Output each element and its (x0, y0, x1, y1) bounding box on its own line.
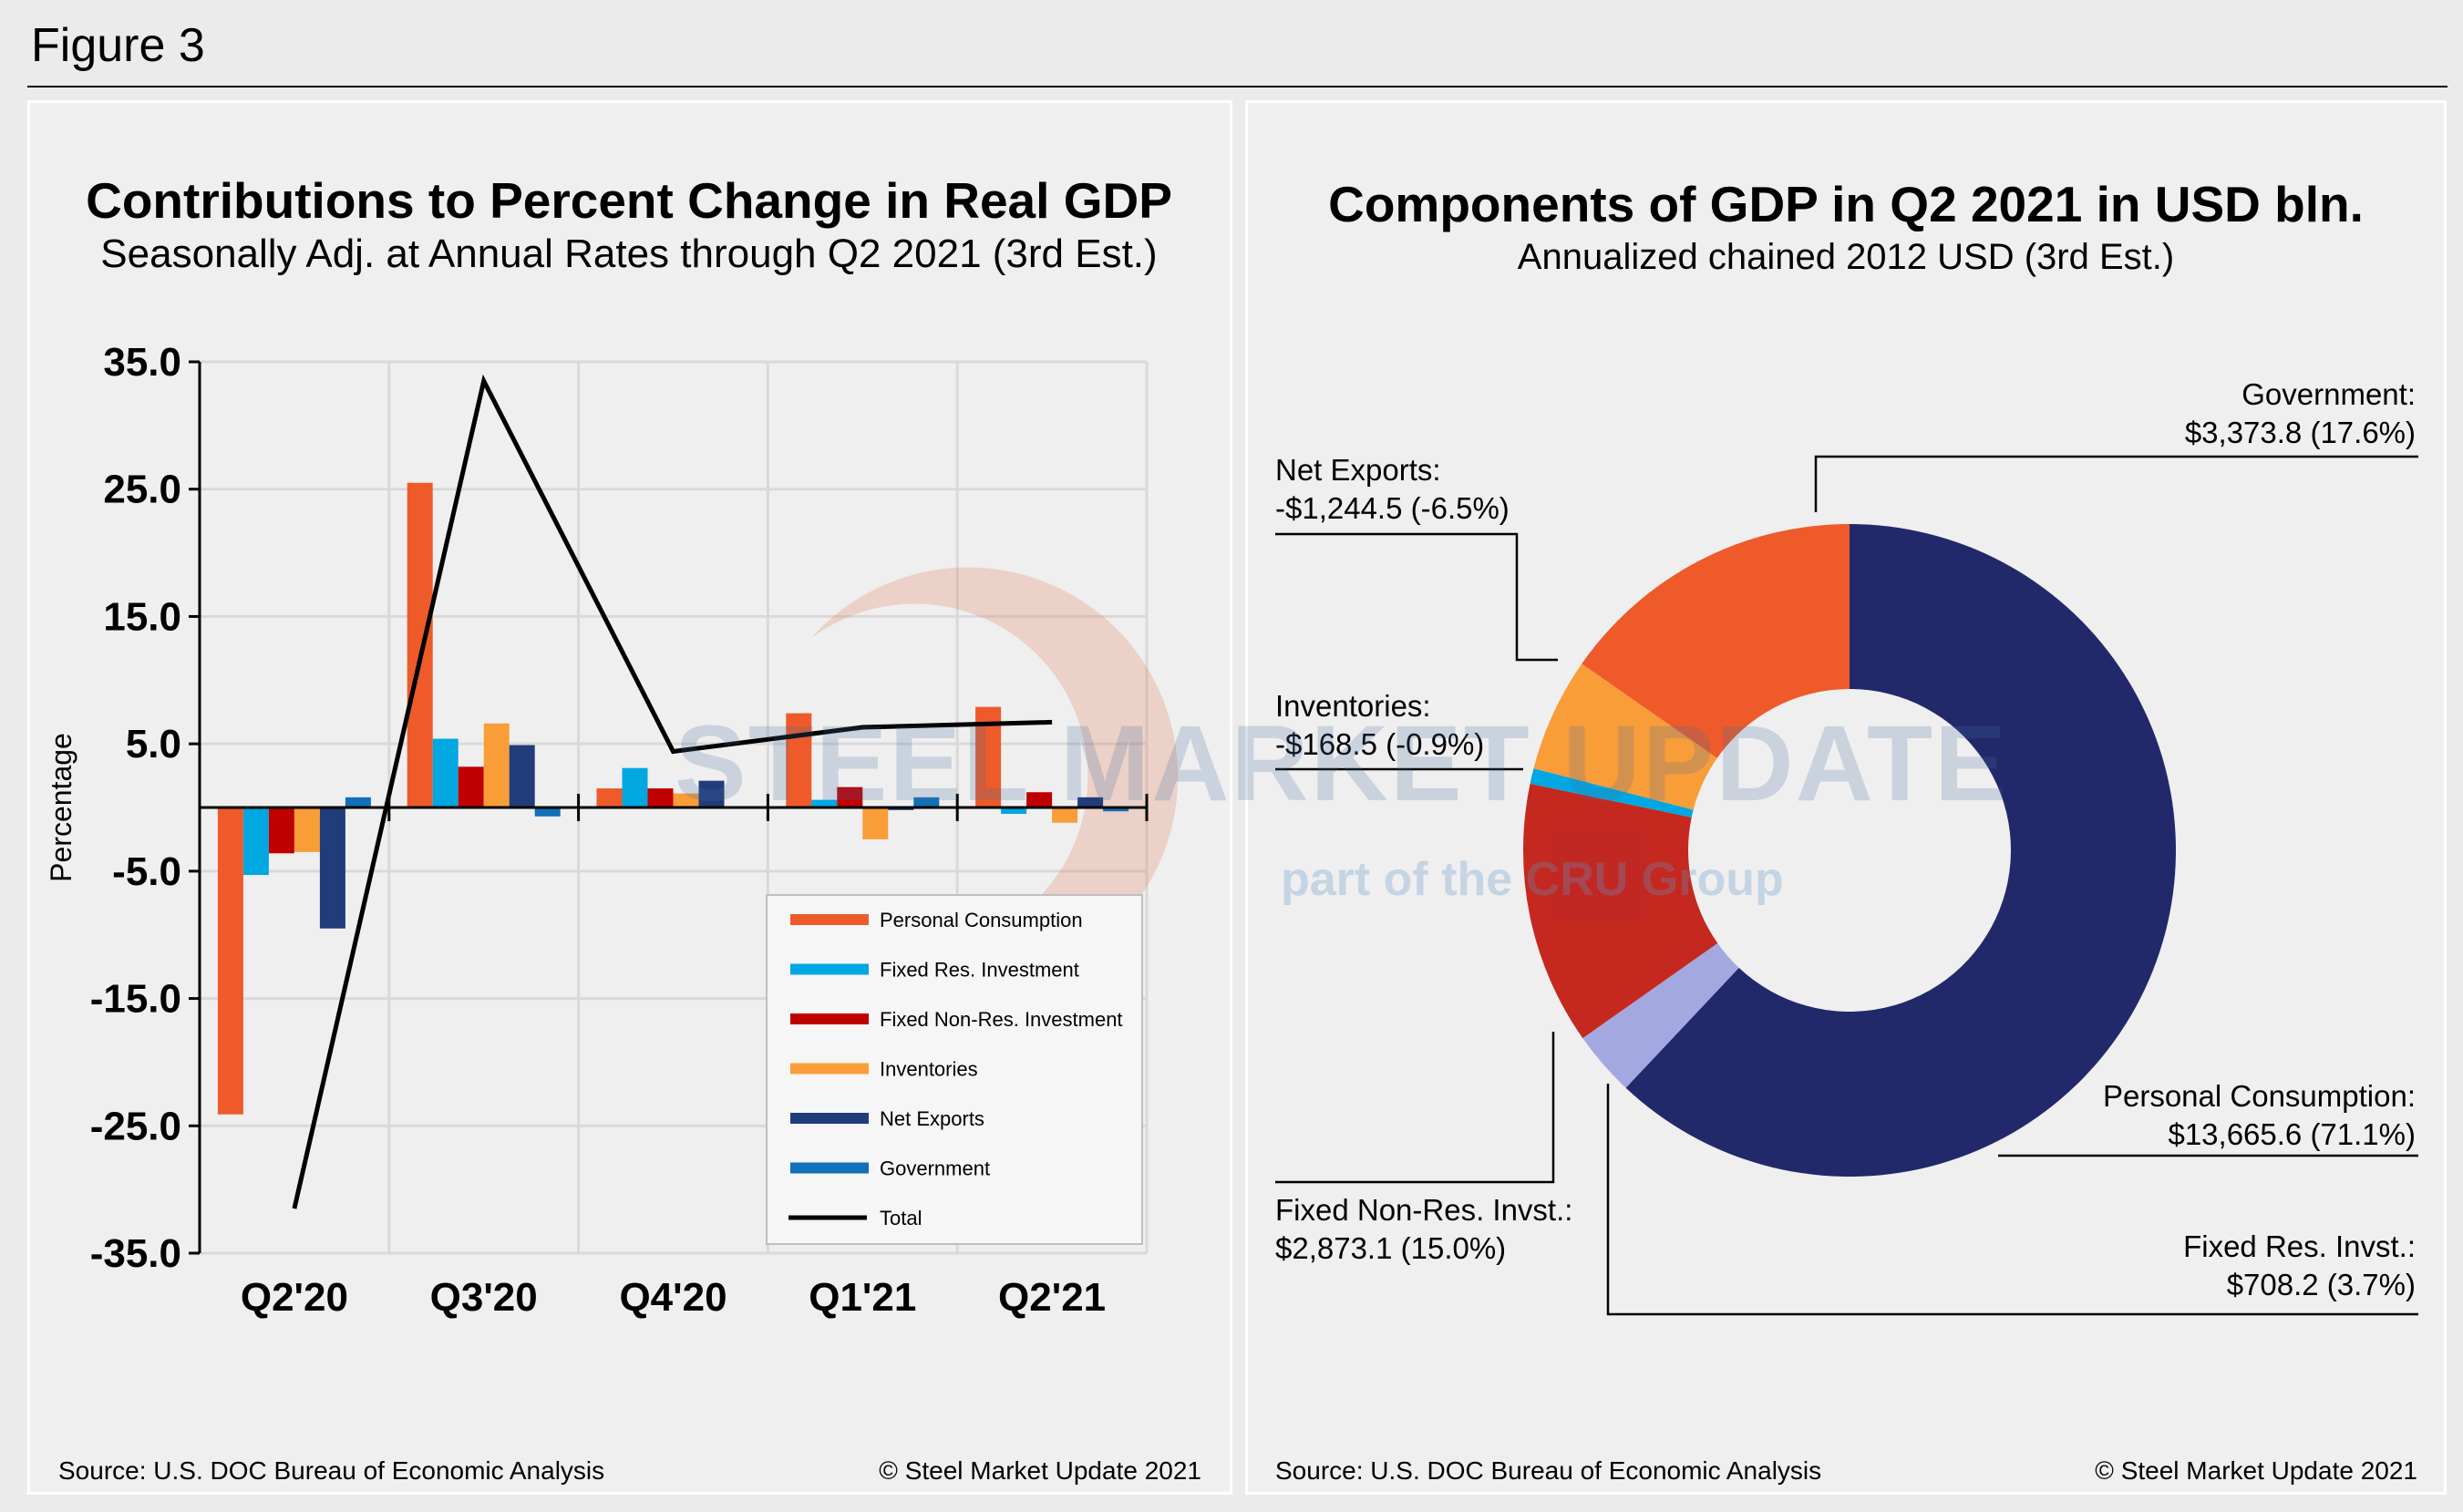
donut-chart-title: Components of GDP in Q2 2021 in USD bln. (1328, 176, 2364, 232)
right-panel (1245, 100, 2447, 1495)
bar-government (1103, 807, 1129, 812)
legend-label: Personal Consumption (880, 909, 1083, 931)
label-fixed-res: Fixed Res. Invst.: $708.2 (3.7%) (2183, 1229, 2416, 1301)
bar-inventories (673, 793, 699, 807)
bar-chart-title: Contributions to Percent Change in Real … (86, 172, 1172, 229)
bar-government (534, 807, 561, 817)
x-tick-label: Q4'20 (619, 1275, 727, 1320)
bar-personal-consumption (786, 713, 812, 807)
donut-slice-net-exports (1533, 663, 1717, 810)
legend-label: Fixed Non-Res. Investment (880, 1008, 1123, 1031)
y-axis-label: Percentage (45, 733, 77, 882)
bar-fixed-res-investment (1001, 807, 1027, 814)
legend-swatch (790, 963, 869, 975)
figure-divider (27, 86, 2448, 87)
left-source: Source: U.S. DOC Bureau of Economic Anal… (58, 1456, 605, 1485)
legend-label: Government (880, 1157, 990, 1180)
bar-fixed-res-investment (622, 767, 648, 807)
x-tick-label: Q1'21 (809, 1275, 916, 1320)
leader-line-net-exports (1275, 532, 1558, 662)
figure-label: Figure 3 (31, 19, 205, 72)
donut-slice-government (1582, 524, 1850, 758)
y-tick-label: 15.0 (103, 594, 181, 639)
bar-net-exports (698, 780, 725, 807)
bar-net-exports (319, 807, 345, 929)
bar-net-exports (509, 745, 535, 807)
legend-swatch (790, 1162, 869, 1174)
y-tick-label: -25.0 (90, 1104, 181, 1148)
bar-inventories (1052, 807, 1078, 823)
y-tick-label: -5.0 (112, 849, 181, 894)
label-net-exports: Net Exports: -$1,244.5 (-6.5%) (1275, 453, 1510, 525)
x-tick-label: Q2'21 (998, 1275, 1106, 1320)
x-tick-label: Q2'20 (241, 1275, 348, 1320)
donut-slice-inventories (1530, 768, 1694, 818)
bar-fixed-non-res-investment (268, 807, 294, 854)
total-line (292, 374, 1053, 1209)
legend-label: Fixed Res. Investment (880, 959, 1079, 982)
bar-fixed-res-investment (811, 799, 838, 807)
bar-fixed-non-res-investment (1026, 792, 1053, 807)
leader-line-fixed-non-res (1275, 1032, 1555, 1184)
leader-line-government (1814, 455, 2418, 512)
right-copyright: © Steel Market Update 2021 (2095, 1456, 2417, 1485)
leader-line-fixed-res (1606, 1084, 2418, 1316)
bar-government (345, 797, 371, 807)
legend-swatch (790, 1113, 869, 1124)
watermark-tagline: part of the CRU Group (1281, 853, 1784, 906)
bar-net-exports (1077, 797, 1104, 807)
legend-swatch (790, 1063, 869, 1075)
legend-label: Total (880, 1207, 922, 1229)
bar-inventories (862, 807, 889, 839)
y-tick-label: 25.0 (103, 468, 181, 512)
label-fixed-non-res: Fixed Non-Res. Invst.: $2,873.1 (15.0%) (1275, 1193, 1573, 1265)
bar-fixed-res-investment (242, 807, 269, 876)
legend-swatch (790, 914, 869, 925)
bar-fixed-non-res-investment (458, 766, 484, 807)
watermark-crescent-logo (811, 567, 1179, 987)
legend-label: Inventories (880, 1058, 978, 1081)
donut-slice-personal-consumption (1625, 524, 2176, 1177)
label-personal-consumption: Personal Consumption: $13,665.6 (71.1%) (2102, 1079, 2416, 1151)
legend-label: Net Exports (880, 1107, 984, 1130)
bar-chart-subtitle: Seasonally Adj. at Annual Rates through … (100, 231, 1158, 276)
y-tick-label: 35.0 (103, 340, 181, 385)
bar-personal-consumption (217, 807, 243, 1115)
watermark-cru-logo (1550, 830, 1646, 921)
bar-inventories (294, 807, 320, 852)
left-copyright: © Steel Market Update 2021 (879, 1456, 1201, 1485)
bar-fixed-res-investment (432, 738, 459, 807)
right-source: Source: U.S. DOC Bureau of Economic Anal… (1275, 1456, 1822, 1485)
bar-personal-consumption (407, 482, 433, 807)
y-tick-label: -35.0 (90, 1231, 181, 1276)
label-government: Government: $3,373.8 (17.6%) (2184, 377, 2416, 449)
label-inventories: Inventories: -$168.5 (-0.9%) (1275, 689, 1485, 761)
bar-fixed-non-res-investment (647, 788, 674, 807)
y-tick-label: 5.0 (126, 722, 181, 766)
y-tick-label: -15.0 (90, 977, 181, 1022)
donut-chart-subtitle: Annualized chained 2012 USD (3rd Est.) (1517, 237, 2175, 277)
legend-swatch (790, 1013, 869, 1024)
bar-government (913, 797, 940, 807)
bar-fixed-non-res-investment (837, 787, 863, 807)
bar-inventories (483, 723, 510, 807)
watermark-brand: STEEL MARKET UPDATE (675, 704, 2008, 824)
donut-slice-fixed-res-invst (1582, 942, 1739, 1088)
bar-personal-consumption (596, 788, 623, 807)
x-tick-label: Q3'20 (430, 1275, 538, 1320)
